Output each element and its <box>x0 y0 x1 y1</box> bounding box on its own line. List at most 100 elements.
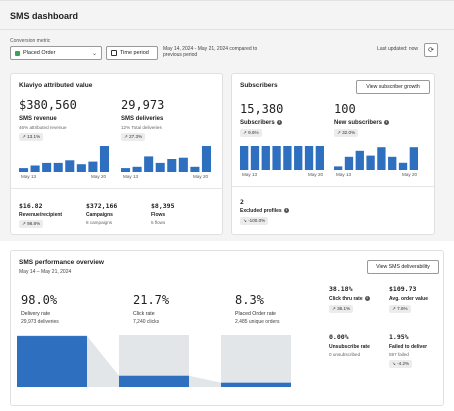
new-subscribers-label: New subscribers i <box>334 120 390 127</box>
page-title: SMS dashboard <box>10 11 79 21</box>
subscribers-bar <box>294 146 303 170</box>
sms-deliveries-bar <box>167 159 177 172</box>
sms-deliveries-bar <box>121 168 131 172</box>
refresh-button[interactable]: ⟳ <box>424 43 438 57</box>
sms-revenue-bar <box>19 168 29 172</box>
sms-revenue-value: $380,560 <box>19 98 77 112</box>
campaigns-sub: 8 campaigns <box>86 220 113 225</box>
klaviyo-metric-icon <box>15 50 20 56</box>
sms-revenue-bar <box>88 161 98 172</box>
excluded-profiles-label-text: Excluded profiles <box>240 208 282 214</box>
title-divider <box>0 29 454 30</box>
new-subscribers-bar <box>366 155 375 170</box>
funnel-connector <box>189 375 221 387</box>
excluded-profiles-label: Excluded profiles i <box>240 208 289 214</box>
sms-deliveries-value: 29,973 <box>121 98 165 112</box>
info-icon: i <box>384 120 390 125</box>
subscribers-card: Subscribers View subscriber growth 15,38… <box>231 73 435 235</box>
deliveries-axis-end: May 20 <box>193 174 209 179</box>
performance-funnel-chart <box>17 335 291 387</box>
campaigns-label: Campaigns <box>86 212 113 218</box>
delivery-rate-sub: 29,973 deliveries <box>21 319 59 325</box>
subscribers-bar <box>315 146 324 170</box>
new-subscribers-label-text: New subscribers <box>334 120 383 127</box>
new-subscribers-bar <box>398 162 408 170</box>
sms-revenue-bar <box>53 162 63 172</box>
view-subscriber-growth-button[interactable]: View subscriber growth <box>356 80 430 94</box>
subscribers-bar <box>261 146 270 170</box>
sms-revenue-badge: ↗ 13.1% <box>19 133 44 141</box>
sms-revenue-bar <box>99 146 109 172</box>
new-subscribers-bar <box>355 150 364 170</box>
new-subscribers-bar-chart <box>334 147 418 170</box>
excluded-profiles-value: 2 <box>240 198 244 206</box>
subscribers-bar <box>304 146 314 170</box>
new-subscribers-axis-start: May 13 <box>336 172 352 177</box>
failed-to-deliver-value: 1.95% <box>389 333 409 341</box>
performance-title: SMS performance overview <box>19 259 104 266</box>
sms-deliveries-bar <box>155 162 165 172</box>
refresh-icon: ⟳ <box>428 47 434 54</box>
attributed-value-card: Klaviyo attributed value $380,560 SMS re… <box>10 73 223 235</box>
conversion-metric-label: Conversion metric <box>10 38 51 44</box>
info-icon: i <box>276 120 282 125</box>
deliveries-axis-start: May 13 <box>123 174 139 179</box>
subscribers-divider <box>232 186 434 187</box>
subscribers-axis-end: May 20 <box>308 172 324 177</box>
time-period-button[interactable]: Time period <box>106 46 158 60</box>
click-thru-rate-label-text: Click thru rate <box>329 296 363 302</box>
subscribers-card-title: Subscribers <box>240 82 278 89</box>
failed-to-deliver-label: Failed to deliver <box>389 344 428 350</box>
sms-deliveries-label: SMS deliveries <box>121 116 164 122</box>
revenue-axis-start: May 13 <box>21 174 37 179</box>
subscribers-bar <box>250 146 260 170</box>
view-sms-deliverability-button[interactable]: View SMS deliverability <box>367 260 439 274</box>
sms-deliveries-bar-chart <box>121 146 211 172</box>
new-subscribers-axis-end: May 20 <box>402 172 418 177</box>
click-rate-value: 21.7% <box>133 293 170 307</box>
excluded-profiles-badge: ↘ -100.0% <box>240 217 269 225</box>
sms-deliveries-sub: 12% Total deliveries <box>121 125 162 130</box>
campaigns-value: $372,166 <box>86 202 118 210</box>
info-icon: i <box>364 296 370 302</box>
sms-revenue-bar <box>30 165 40 172</box>
sms-deliveries-badge: ↗ 27.3% <box>121 133 146 141</box>
conversion-metric-select[interactable]: Placed Order ⌄ <box>10 46 102 60</box>
flows-value: $8,395 <box>151 202 175 210</box>
subscribers-bar <box>240 146 249 170</box>
subscribers-axis-start: May 13 <box>242 172 258 177</box>
delivery-rate-value: 98.0% <box>21 293 58 307</box>
placed-order-rate-sub: 2,485 unique orders <box>235 319 280 325</box>
funnel-column-background <box>221 335 291 387</box>
unsubscribe-rate-sub: 0 unsubscribed <box>329 352 361 357</box>
avg-order-value-value: $109.73 <box>389 285 417 293</box>
sms-deliveries-bar <box>144 156 154 172</box>
click-thru-rate-label: Click thru rate i <box>329 296 370 302</box>
failed-to-deliver-badge: ↘ -4.2% <box>389 360 413 368</box>
flows-sub: 5 flows <box>151 220 166 225</box>
revenue-per-recipient-label: Revenue/recipient <box>19 212 63 218</box>
performance-card: SMS performance overview May 14 – May 21… <box>10 250 444 406</box>
time-period-label: Time period <box>120 50 149 56</box>
attributed-divider <box>11 188 222 189</box>
sms-revenue-bar-chart <box>19 146 109 172</box>
subscribers-value: 15,380 <box>240 102 284 116</box>
new-subscribers-bar <box>334 166 343 170</box>
subscribers-label-text: Subscribers <box>240 120 275 127</box>
flows-label: Flows <box>151 212 166 218</box>
sms-revenue-bar <box>42 162 52 172</box>
placed-order-rate-value: 8.3% <box>235 293 264 307</box>
performance-date-range: May 14 – May 21, 2024 <box>19 269 72 275</box>
unsubscribe-rate-label: Unsubscribe rate <box>329 344 370 350</box>
dashboard-top-area: SMS dashboard Conversion metric Placed O… <box>0 0 454 241</box>
sms-deliveries-bar <box>132 166 142 172</box>
sms-revenue-bar <box>65 160 75 172</box>
revenue-per-recipient-value: $16.82 <box>19 202 43 210</box>
date-range-text: May 14, 2024 - May 21, 2024 compared to … <box>163 46 258 58</box>
funnel-bar <box>221 382 291 387</box>
sms-revenue-bar <box>76 164 86 172</box>
subscribers-badge: ↗ 9.6% <box>240 129 262 137</box>
click-thru-rate-badge: ↗ 36.1% <box>329 305 354 313</box>
unsubscribe-rate-value: 0.00% <box>329 333 349 341</box>
sms-deliveries-bar <box>190 166 200 172</box>
